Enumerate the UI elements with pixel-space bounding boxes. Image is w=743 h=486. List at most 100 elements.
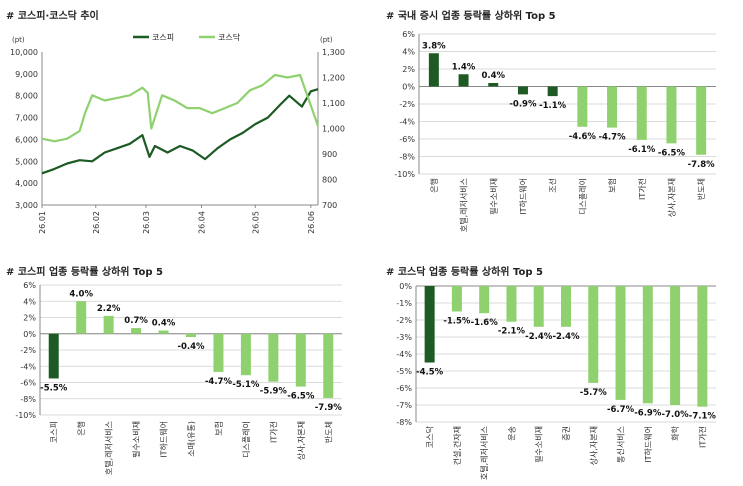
y-tick-label: -4% bbox=[399, 118, 415, 127]
bar bbox=[642, 286, 653, 404]
data-label: 1.4% bbox=[452, 62, 476, 72]
category-label: 호텔,레저서비스 bbox=[480, 426, 489, 480]
data-label: -4.7% bbox=[598, 133, 626, 143]
bar bbox=[666, 86, 677, 144]
category-label: IT하드웨어 bbox=[518, 178, 528, 215]
category-label: 상사,자본재 bbox=[296, 421, 306, 460]
bar bbox=[428, 53, 439, 87]
bar bbox=[213, 333, 224, 372]
data-label: -1.5% bbox=[443, 317, 471, 327]
bar bbox=[506, 286, 517, 322]
domestic-sector-bar-chart: 6% 4% 2% 0% -2% -4% -6% -8% -10% 3.8% 은행 1.4% 호텔,레저서… bbox=[394, 30, 716, 232]
right-y-tick-label: 900 bbox=[322, 150, 337, 159]
left-y-tick-label: 7,000 bbox=[15, 114, 38, 123]
data-label: -7.8% bbox=[688, 160, 716, 170]
domestic-sector-top5-panel: # 국내 증시 업종 등락률 상하위 Top 5 6% 4% 2% 0% -2% -4% -… bbox=[372, 0, 743, 250]
category-label: 호텔,레저서비스 bbox=[460, 178, 469, 232]
left-y-tick-label: 10,000 bbox=[10, 48, 38, 57]
category-label: IT하드웨어 bbox=[643, 426, 653, 463]
y-tick-label: 6% bbox=[402, 30, 415, 39]
category-label: 상사,자본재 bbox=[666, 178, 676, 217]
y-tick-label: -6% bbox=[20, 379, 36, 388]
bar bbox=[533, 286, 544, 327]
legend-label: 코스닥 bbox=[218, 32, 241, 42]
data-label: 2.2% bbox=[97, 304, 121, 314]
y-tick-label: -8% bbox=[399, 153, 415, 162]
left-y-tick-label: 3,000 bbox=[15, 201, 38, 210]
data-label: -6.5% bbox=[658, 148, 686, 158]
bar bbox=[615, 286, 626, 400]
category-label: 운송 bbox=[507, 426, 516, 441]
category-label: IT하드웨어 bbox=[159, 421, 169, 458]
right-y-tick-label: 1,000 bbox=[322, 125, 345, 134]
bar bbox=[295, 333, 306, 387]
bar bbox=[577, 86, 588, 127]
series-line-kospi bbox=[41, 88, 319, 175]
bar bbox=[268, 333, 279, 382]
category-label: 보험 bbox=[608, 178, 617, 193]
left-y-tick-label: 6,000 bbox=[15, 135, 38, 144]
category-label: 소매(유통) bbox=[187, 421, 196, 457]
bar bbox=[451, 286, 462, 312]
category-label: 디스플레이 bbox=[241, 421, 251, 458]
category-label: 반도체 bbox=[323, 421, 333, 443]
category-label: 필수소비재 bbox=[534, 426, 544, 463]
category-label: 필수소비재 bbox=[488, 178, 498, 215]
right-axis-unit: (pt) bbox=[320, 36, 333, 44]
category-label: 필수소비재 bbox=[131, 421, 141, 458]
category-label: 은행 bbox=[76, 421, 86, 436]
category-label: 코스닥 bbox=[425, 425, 435, 448]
bar bbox=[186, 333, 196, 337]
data-label: -0.9% bbox=[509, 99, 537, 109]
bar bbox=[561, 286, 571, 327]
bar bbox=[588, 286, 599, 383]
data-label: -2.4% bbox=[525, 332, 553, 342]
y-tick-label: 2% bbox=[402, 65, 415, 74]
data-label: -7.1% bbox=[689, 412, 717, 422]
y-tick-label: -7% bbox=[396, 401, 412, 410]
right-y-tick-label: 1,300 bbox=[322, 48, 345, 57]
series-line-kosdaq bbox=[41, 73, 320, 143]
category-label: 은행 bbox=[429, 178, 439, 193]
y-tick-label: -2% bbox=[20, 346, 36, 355]
kospi-sector-bar-chart: 6% 4% 2% 0% -2% -4% -6% -8% -10% -5.5% 코스피 4.0% 은행 2.… bbox=[15, 281, 343, 475]
data-label: 0.4% bbox=[481, 71, 505, 81]
left-y-tick-label: 5,000 bbox=[15, 157, 38, 166]
category-label: IT가전 bbox=[697, 426, 707, 448]
chart-title: # 코스피·코스닥 추이 bbox=[6, 11, 99, 22]
data-label: -1.6% bbox=[471, 318, 499, 328]
x-tick-label: 26.03 bbox=[142, 211, 151, 234]
bar bbox=[424, 286, 435, 363]
bar bbox=[458, 74, 469, 87]
bar bbox=[636, 86, 647, 140]
right-y-tick-label: 800 bbox=[322, 176, 337, 185]
left-axis-unit: (pt) bbox=[12, 36, 25, 44]
right-y-tick-label: 1,200 bbox=[322, 74, 345, 83]
bar bbox=[517, 86, 528, 95]
y-tick-label: -3% bbox=[396, 333, 412, 342]
bar bbox=[76, 301, 87, 334]
data-label: -4.7% bbox=[205, 377, 233, 387]
data-label: 4.0% bbox=[69, 289, 93, 299]
category-label: 디스플레이 bbox=[577, 178, 587, 215]
y-tick-label: -6% bbox=[399, 135, 415, 144]
chart-title: # 코스피 업종 등락률 상하위 Top 5 bbox=[6, 267, 163, 278]
y-tick-label: 2% bbox=[23, 314, 36, 323]
bar bbox=[103, 315, 114, 334]
y-tick-label: -8% bbox=[20, 395, 36, 404]
chart-title: # 코스닥 업종 등락률 상하위 Top 5 bbox=[386, 267, 543, 278]
data-label: -7.9% bbox=[315, 403, 343, 413]
category-label: 건설,건자재 bbox=[452, 426, 462, 465]
category-label: 호텔,레저서비스 bbox=[105, 421, 114, 475]
category-label: 코스피 bbox=[50, 421, 59, 443]
data-label: 0.7% bbox=[124, 316, 148, 326]
data-label: 0.4% bbox=[152, 319, 176, 329]
bar bbox=[323, 333, 334, 398]
y-tick-label: -10% bbox=[15, 411, 36, 420]
category-label: IT가전 bbox=[268, 421, 278, 443]
bar bbox=[488, 83, 499, 87]
data-label: -4.6% bbox=[569, 132, 597, 142]
left-y-tick-label: 9,000 bbox=[15, 70, 38, 79]
data-label: -5.1% bbox=[232, 380, 260, 390]
bar bbox=[547, 86, 558, 97]
